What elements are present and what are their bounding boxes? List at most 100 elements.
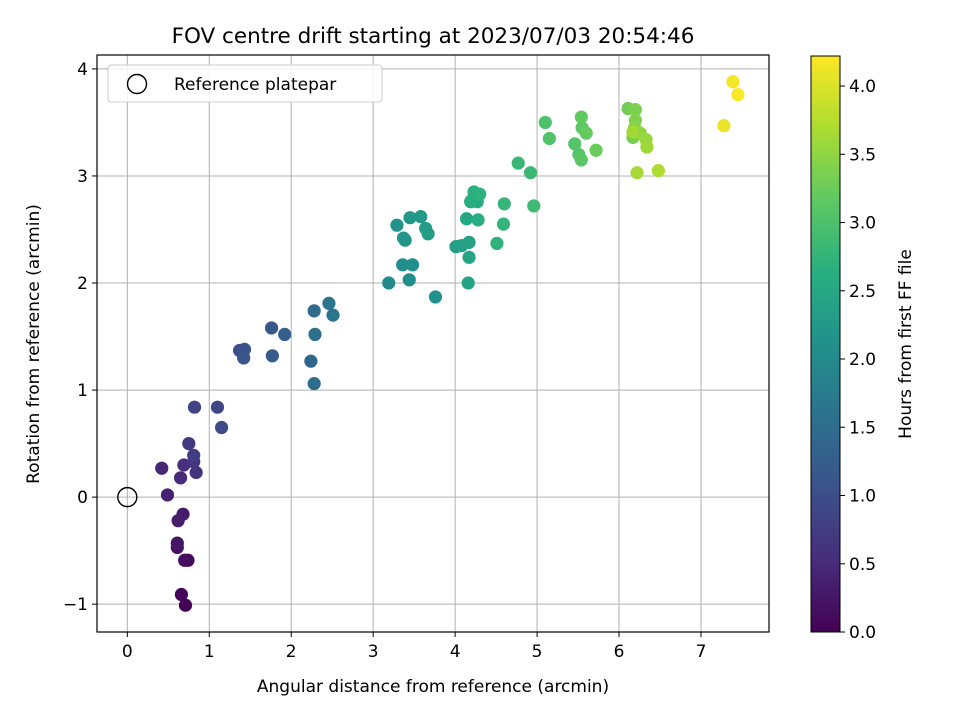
data-point bbox=[630, 166, 644, 180]
data-point bbox=[421, 227, 435, 241]
data-point bbox=[187, 400, 202, 414]
x-tick-label: 3 bbox=[368, 642, 379, 662]
data-point bbox=[171, 514, 185, 528]
data-point bbox=[155, 461, 169, 475]
data-point bbox=[307, 377, 321, 391]
colorbar-tick-label: 4.0 bbox=[849, 77, 876, 97]
data-point bbox=[189, 465, 203, 480]
data-point bbox=[308, 327, 322, 342]
data-point bbox=[390, 218, 404, 232]
colorbar-tick-label: 0.0 bbox=[849, 623, 876, 643]
x-tick-label: 7 bbox=[696, 642, 707, 662]
colorbar-label: Hours from first FF file bbox=[896, 249, 916, 439]
data-point bbox=[731, 88, 745, 102]
x-axis-ticks: 0 1 2 3 4 5 6 7 bbox=[122, 632, 706, 662]
colorbar-tick-label: 0.5 bbox=[849, 555, 876, 575]
y-tick-label: −1 bbox=[63, 595, 88, 615]
colorbar-tick-label: 2.5 bbox=[849, 282, 876, 302]
colorbar-ticks: 0.0 0.5 1.0 1.5 2.0 2.5 3.0 3.5 4.0 bbox=[840, 77, 876, 643]
legend-entry-reference: Reference platepar bbox=[174, 75, 336, 95]
data-point bbox=[178, 553, 192, 567]
data-point bbox=[651, 164, 665, 178]
data-point bbox=[403, 211, 417, 225]
data-point bbox=[542, 131, 556, 146]
data-point bbox=[182, 436, 196, 451]
data-point bbox=[396, 231, 411, 245]
data-point bbox=[178, 598, 193, 612]
data-point bbox=[462, 235, 476, 249]
data-point bbox=[307, 304, 321, 318]
y-tick-label: 3 bbox=[77, 167, 88, 187]
data-point bbox=[210, 400, 225, 414]
data-points bbox=[117, 75, 745, 612]
legend-box bbox=[107, 64, 383, 103]
x-tick-label: 2 bbox=[286, 642, 297, 662]
data-point bbox=[574, 153, 588, 167]
data-point bbox=[511, 156, 525, 170]
data-point bbox=[462, 250, 476, 264]
x-tick-label: 0 bbox=[122, 642, 133, 662]
data-point bbox=[402, 273, 416, 287]
colorbar-tick-label: 3.0 bbox=[849, 214, 876, 234]
data-point bbox=[640, 140, 654, 154]
colorbar-tick-label: 2.0 bbox=[849, 350, 876, 370]
data-point bbox=[589, 143, 603, 157]
plot-area-frame bbox=[96, 54, 770, 633]
data-point bbox=[428, 290, 443, 304]
data-point bbox=[497, 197, 511, 211]
data-point bbox=[396, 258, 410, 272]
data-point bbox=[628, 102, 643, 117]
data-point bbox=[473, 187, 487, 201]
data-point bbox=[626, 125, 640, 139]
data-point bbox=[382, 276, 396, 290]
grid-lines bbox=[97, 55, 769, 632]
data-point bbox=[174, 587, 189, 602]
data-point bbox=[496, 217, 511, 231]
data-point bbox=[160, 488, 175, 502]
data-point bbox=[237, 351, 251, 365]
colorbar-tick-label: 3.5 bbox=[849, 145, 876, 165]
x-tick-label: 5 bbox=[532, 642, 543, 662]
data-point bbox=[414, 210, 428, 224]
data-point bbox=[170, 536, 184, 550]
data-point bbox=[523, 166, 538, 180]
y-axis-label: Rotation from reference (arcmin) bbox=[24, 204, 44, 484]
x-axis-label: Angular distance from reference (arcmin) bbox=[257, 677, 609, 697]
data-point bbox=[568, 137, 582, 151]
data-point bbox=[326, 308, 340, 322]
data-point bbox=[187, 448, 201, 462]
y-tick-label: 2 bbox=[77, 274, 88, 294]
data-point bbox=[405, 258, 420, 272]
data-point bbox=[322, 296, 336, 310]
data-point bbox=[214, 420, 229, 435]
y-tick-label: 0 bbox=[77, 488, 88, 508]
data-point bbox=[726, 75, 740, 89]
chart-title: FOV centre drift starting at 2023/07/03 … bbox=[172, 24, 695, 49]
x-tick-label: 1 bbox=[204, 642, 215, 662]
legend: Reference platepar bbox=[107, 64, 383, 103]
data-point bbox=[579, 126, 593, 140]
data-point bbox=[460, 212, 474, 226]
legend-reference-marker bbox=[126, 73, 148, 95]
data-point bbox=[574, 110, 588, 124]
data-point bbox=[265, 349, 279, 363]
colorbar-tick-label: 1.5 bbox=[849, 418, 876, 438]
colorbar-gradient bbox=[810, 55, 841, 633]
colorbar-tick-label: 1.0 bbox=[849, 487, 876, 507]
reference-platepar-marker bbox=[117, 486, 138, 508]
data-point bbox=[490, 236, 504, 251]
data-point bbox=[304, 354, 318, 368]
data-point bbox=[471, 213, 485, 227]
data-point bbox=[264, 321, 279, 335]
y-tick-label: 4 bbox=[77, 60, 88, 80]
data-point bbox=[717, 119, 731, 133]
y-tick-label: 1 bbox=[77, 381, 88, 401]
data-point bbox=[278, 327, 292, 342]
x-tick-label: 4 bbox=[450, 642, 461, 662]
x-tick-label: 6 bbox=[614, 642, 625, 662]
data-point bbox=[461, 276, 475, 290]
data-point bbox=[173, 471, 188, 485]
data-point bbox=[538, 115, 552, 130]
